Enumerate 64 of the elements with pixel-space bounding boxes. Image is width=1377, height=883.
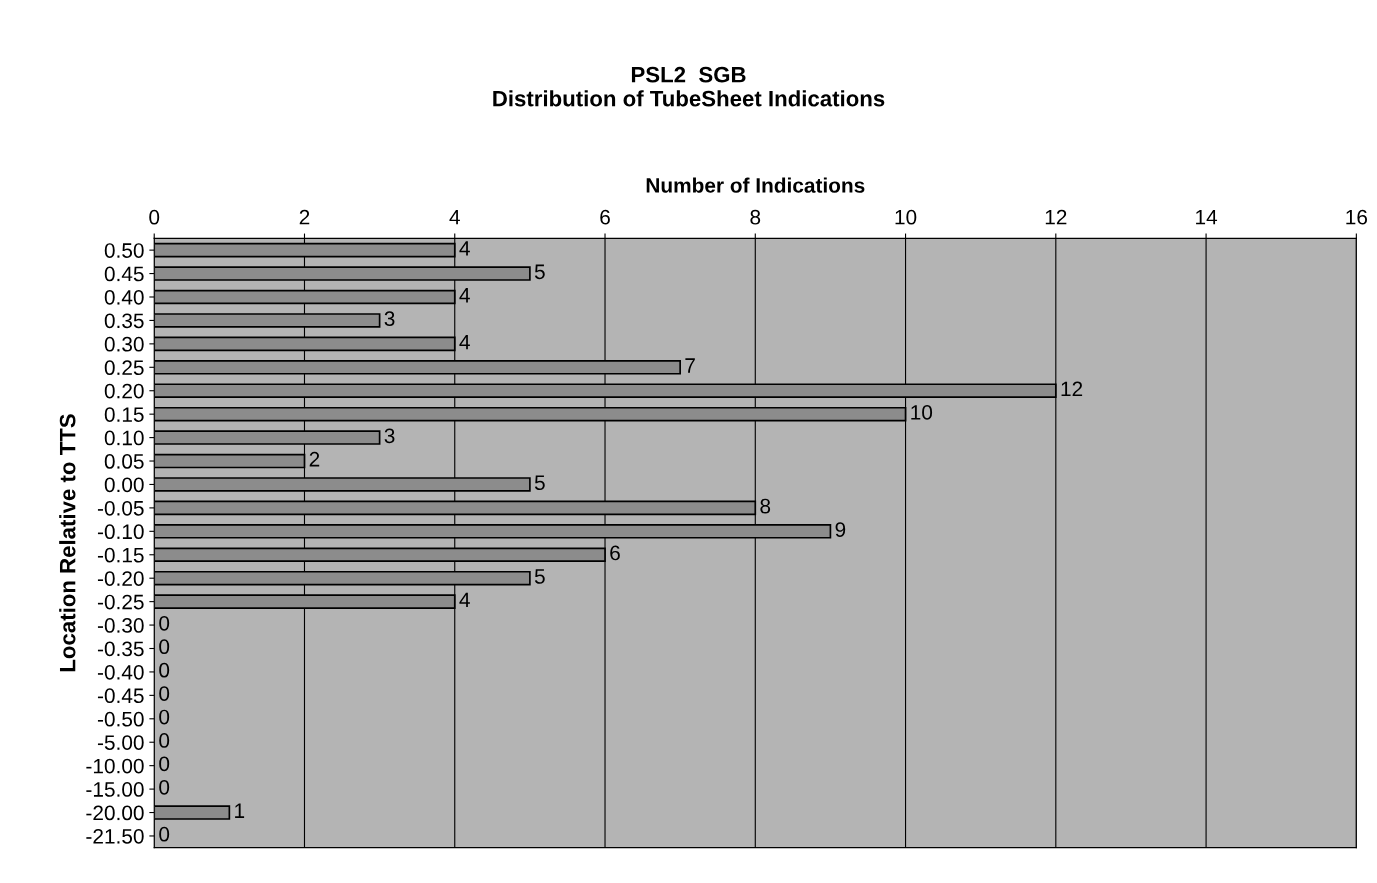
data-label: 3 xyxy=(384,311,395,327)
y-tick-label: 0.10 xyxy=(104,430,144,446)
x-tick-label: 4 xyxy=(449,210,460,225)
data-label: 4 xyxy=(459,592,470,608)
y-tick-label: 0.15 xyxy=(104,407,144,422)
x-tick-label: 0 xyxy=(149,209,160,225)
data-label: 0 xyxy=(159,779,170,795)
data-label: 5 xyxy=(534,569,545,584)
y-tick-label: -0.10 xyxy=(97,524,144,540)
data-label: 3 xyxy=(384,428,395,444)
data-label: 0 xyxy=(159,615,170,631)
y-tick-label: 0.20 xyxy=(104,383,144,399)
x-tick-label: 16 xyxy=(1346,209,1368,225)
data-label: 0 xyxy=(159,639,170,655)
x-tick-label: 8 xyxy=(750,209,761,225)
data-label: 12 xyxy=(1061,381,1083,397)
y-tick-label: 0.05 xyxy=(104,454,144,469)
y-tick-label: 0.25 xyxy=(104,360,144,376)
y-tick-label: 0.30 xyxy=(104,336,144,352)
y-tick-label: 0.45 xyxy=(104,266,144,282)
x-tick-label: 10 xyxy=(895,209,917,225)
y-tick-label: -0.30 xyxy=(97,618,144,633)
y-tick-label: -0.50 xyxy=(97,711,144,727)
data-label: 4 xyxy=(459,288,470,303)
x-tick-label: 14 xyxy=(1196,210,1218,225)
data-label: 0 xyxy=(159,662,170,678)
x-tick-label: 6 xyxy=(600,209,610,225)
data-label: 1 xyxy=(235,803,245,818)
data-label: 4 xyxy=(459,334,470,350)
data-label: 4 xyxy=(459,241,470,256)
y-tick-label: -21.50 xyxy=(86,828,144,844)
x-tick-label: 2 xyxy=(299,209,310,225)
x-axis-title: Number of Indications xyxy=(646,177,865,193)
y-tick-label: -20.00 xyxy=(86,805,144,821)
data-label: 0 xyxy=(159,709,170,725)
y-tick-label: 0.50 xyxy=(104,243,144,258)
y-tick-label: 0.00 xyxy=(104,477,144,493)
y-tick-label: -0.25 xyxy=(97,594,144,610)
y-tick-label: 0.35 xyxy=(104,313,144,329)
y-tick-label: 0.40 xyxy=(104,289,144,305)
data-label: 6 xyxy=(610,545,620,561)
data-label: 0 xyxy=(159,733,170,748)
chart-title: PSL2 SGB Distribution of TubeSheet Indications xyxy=(493,66,885,107)
x-tick-label: 12 xyxy=(1045,209,1067,225)
y-tick-label: -0.05 xyxy=(97,500,144,516)
y-tick-label: -10.00 xyxy=(86,758,144,774)
y-tick-label: -0.45 xyxy=(97,688,144,704)
data-label: 8 xyxy=(760,498,771,514)
data-label: 5 xyxy=(534,264,545,280)
y-tick-label: -15.00 xyxy=(86,782,144,797)
data-label: 0 xyxy=(159,686,170,701)
y-axis-title: Location Relative to TTS xyxy=(59,414,76,672)
data-label: 0 xyxy=(159,826,170,842)
data-label: 10 xyxy=(911,405,933,420)
y-tick-label: -5.00 xyxy=(97,735,144,750)
data-label: 5 xyxy=(534,475,545,491)
data-label: 2 xyxy=(309,451,320,467)
data-label: 9 xyxy=(835,522,846,537)
y-tick-label: -0.15 xyxy=(97,547,144,563)
data-label: 0 xyxy=(159,756,170,772)
data-label: 7 xyxy=(685,358,695,373)
y-tick-label: -0.40 xyxy=(97,664,144,680)
y-tick-label: -0.20 xyxy=(97,571,144,586)
y-tick-label: -0.35 xyxy=(97,641,144,657)
